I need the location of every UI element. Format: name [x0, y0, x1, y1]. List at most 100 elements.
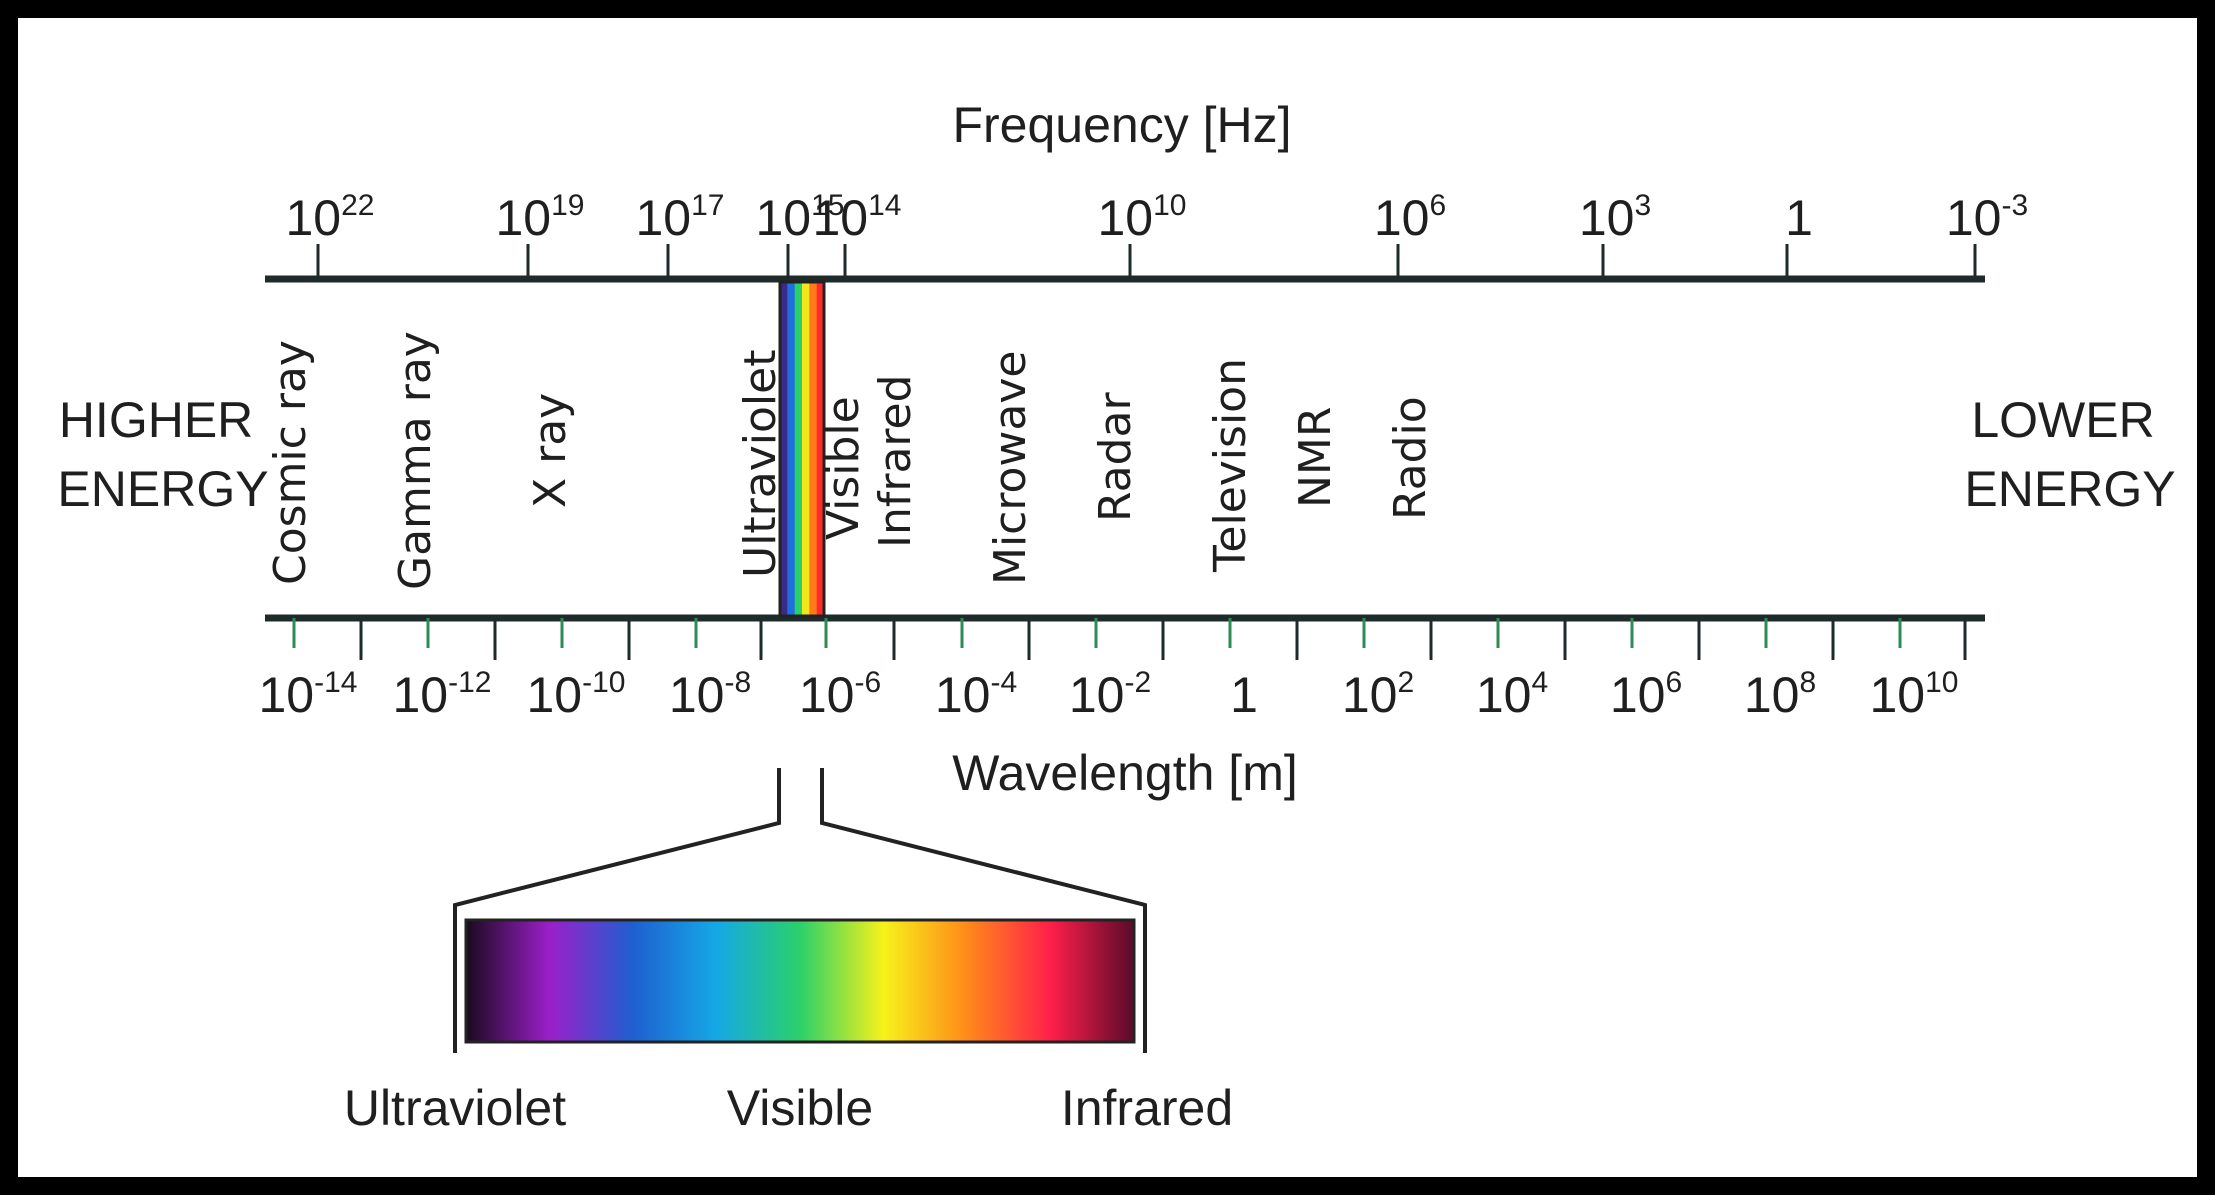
- wavelength-tick-label-exponent: -4: [990, 666, 1017, 699]
- wavelength-tick-label-base: 10: [1476, 667, 1532, 723]
- wavelength-tick-label-exponent: 4: [1531, 666, 1548, 699]
- wavelength-tick-label: 10-14: [259, 666, 358, 723]
- band-label-infrared: Infrared: [870, 374, 921, 548]
- wavelength-tick-label-exponent: 8: [1799, 666, 1816, 699]
- frequency-tick-label: 1010: [1098, 189, 1187, 246]
- wavelength-tick-label-exponent: 6: [1665, 666, 1682, 699]
- wavelength-tick-label-base: 10: [1610, 667, 1666, 723]
- frequency-tick-label: 1015: [756, 189, 845, 246]
- wavelength-tick-label: 108: [1744, 666, 1816, 723]
- frequency-axis-title: Frequency [Hz]: [952, 97, 1291, 153]
- frequency-tick-label-exponent: 10: [1153, 189, 1186, 222]
- band-label-microwave: Microwave: [985, 351, 1036, 585]
- frequency-tick-label-base: 10: [1374, 190, 1430, 246]
- spectrum-label-ultraviolet: Ultraviolet: [344, 1080, 566, 1136]
- visible-strip-segment: [794, 282, 803, 616]
- frequency-tick-label: 1: [1785, 190, 1813, 246]
- frequency-tick-label-exponent: 6: [1429, 189, 1446, 222]
- frequency-tick-label-exponent: 17: [691, 189, 724, 222]
- band-label-cosmic-ray: Cosmic ray: [265, 340, 316, 585]
- visible-strip-segment: [809, 282, 818, 616]
- frequency-tick-label: 10-3: [1946, 189, 2028, 246]
- wavelength-tick-label-base: 10: [799, 667, 855, 723]
- wavelength-tick-label-exponent: -6: [854, 666, 881, 699]
- frequency-tick-label-exponent: 3: [1634, 189, 1651, 222]
- frequency-tick-label-base: 1: [1785, 190, 1813, 246]
- higher-energy-line2: ENERGY: [57, 461, 268, 517]
- visible-strip-segment: [787, 282, 796, 616]
- frequency-tick-label: 1017: [636, 189, 725, 246]
- frequency-tick-label-exponent: 22: [341, 189, 374, 222]
- band-label-x-ray: X ray: [525, 393, 576, 508]
- zoom-connector-right: [820, 768, 1147, 1053]
- higher-energy-line1: HIGHER: [59, 392, 253, 448]
- wavelength-tick-label-base: 10: [527, 667, 583, 723]
- frequency-tick-label-base: 10: [496, 190, 552, 246]
- band-labels: Cosmic ray Gamma ray X ray Ultraviolet Visib…: [265, 331, 1436, 590]
- zoom-connector-left: [453, 768, 781, 1053]
- wavelength-tick-label: 1: [1230, 667, 1258, 723]
- frequency-tick-label-base: 10: [813, 190, 869, 246]
- higher-energy-label: HIGHER ENERGY: [57, 392, 268, 517]
- wavelength-tick-label-base: 10: [935, 667, 991, 723]
- frequency-tick-label: 1022: [286, 189, 375, 246]
- frequency-tick-label: 1019: [496, 189, 585, 246]
- wavelength-minor-ticks: [359, 618, 1967, 660]
- band-label-radar: Radar: [1090, 392, 1141, 522]
- wavelength-ticks: 10-14 10-12 10-10 10-8 10-6 10-4 10-2 1 102 104 10…: [259, 618, 1959, 723]
- wavelength-tick-label: 104: [1476, 666, 1548, 723]
- wavelength-tick-label-exponent: 10: [1925, 666, 1958, 699]
- visible-strip-segment: [802, 282, 810, 616]
- frequency-tick-label-exponent: 15: [811, 189, 844, 222]
- wavelength-axis-title: Wavelength [m]: [952, 745, 1298, 801]
- wavelength-tick-label: 102: [1342, 666, 1414, 723]
- frequency-tick-label-base: 10: [756, 190, 812, 246]
- frequency-tick-label-exponent: -3: [2001, 189, 2028, 222]
- wavelength-tick-label: 1010: [1870, 666, 1959, 723]
- wavelength-tick-label-exponent: -12: [448, 666, 491, 699]
- visible-strip-border: [778, 280, 826, 618]
- wavelength-tick-label: 10-8: [669, 666, 751, 723]
- frequency-tick-label-base: 10: [286, 190, 342, 246]
- frequency-tick-label-base: 10: [1946, 190, 2002, 246]
- visible-strip-segment: [816, 282, 825, 616]
- wavelength-tick-label: 10-6: [799, 666, 881, 723]
- frequency-tick-label-base: 10: [636, 190, 692, 246]
- wavelength-tick-label-base: 10: [669, 667, 725, 723]
- wavelength-tick-label-exponent: -14: [314, 666, 357, 699]
- band-label-ultraviolet: Ultraviolet: [735, 350, 786, 578]
- wavelength-tick-label-exponent: -10: [582, 666, 625, 699]
- wavelength-tick-label-exponent: 2: [1397, 666, 1414, 699]
- wavelength-tick-label-exponent: -8: [724, 666, 751, 699]
- wavelength-tick-label-base: 10: [1870, 667, 1926, 723]
- spectrum-label-infrared: Infrared: [1061, 1080, 1233, 1136]
- visible-strip-segment: [780, 282, 788, 616]
- visible-strip: [778, 280, 826, 618]
- frequency-tick-label-base: 10: [1098, 190, 1154, 246]
- frequency-tick-label-exponent: 14: [868, 189, 901, 222]
- spectrum-label-visible: Visible: [727, 1080, 873, 1136]
- frequency-tick-label: 1014: [813, 189, 902, 246]
- wavelength-tick-label: 106: [1610, 666, 1682, 723]
- wavelength-tick-label-base: 10: [393, 667, 449, 723]
- band-label-television: Television: [1205, 358, 1256, 573]
- frequency-tick-label: 103: [1579, 189, 1651, 246]
- wavelength-tick-label-exponent: -2: [1124, 666, 1151, 699]
- wavelength-tick-label-base: 10: [1342, 667, 1398, 723]
- wavelength-tick-label-base: 10: [259, 667, 315, 723]
- frequency-tick-label-exponent: 19: [551, 189, 584, 222]
- lower-energy-line1: LOWER: [1971, 392, 2154, 448]
- visible-spectrum-gradient: [464, 918, 1136, 1044]
- wavelength-tick-label-base: 10: [1069, 667, 1125, 723]
- band-label-gamma-ray: Gamma ray: [390, 331, 441, 590]
- wavelength-tick-label: 10-10: [527, 666, 626, 723]
- frequency-tick-label: 106: [1374, 189, 1446, 246]
- wavelength-tick-label: 10-12: [393, 666, 492, 723]
- band-label-radio: Radio: [1385, 396, 1436, 520]
- frequency-tick-label-base: 10: [1579, 190, 1635, 246]
- lower-energy-line2: ENERGY: [1964, 461, 2175, 517]
- wavelength-tick-label: 10-4: [935, 666, 1017, 723]
- wavelength-tick-label-base: 10: [1744, 667, 1800, 723]
